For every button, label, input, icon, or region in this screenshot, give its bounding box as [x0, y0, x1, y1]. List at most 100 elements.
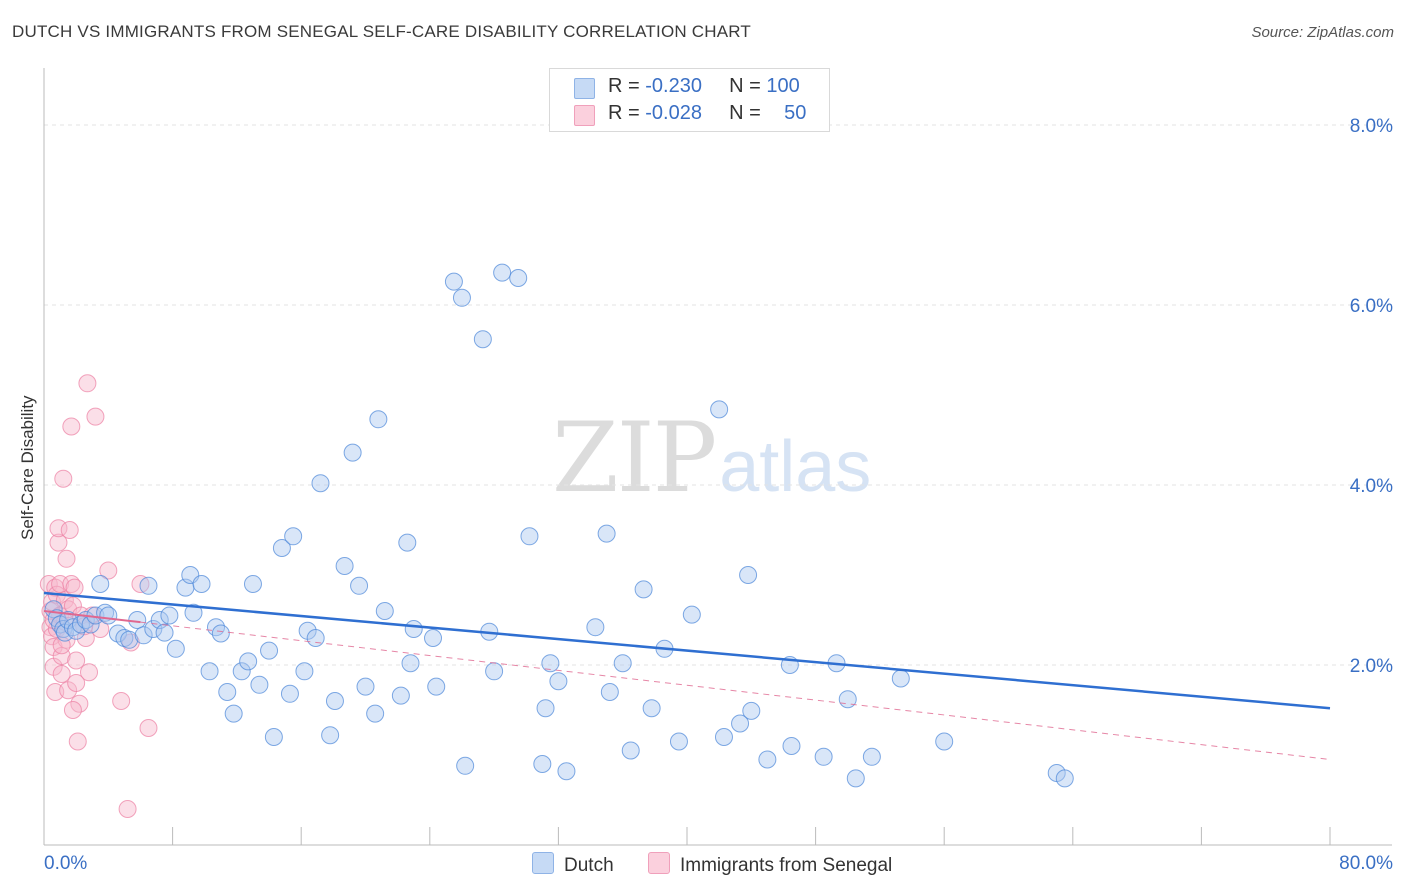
legend-r-value-dutch: -0.230 — [645, 75, 702, 97]
y-tick-label: 6.0% — [1350, 296, 1393, 317]
dutch-point — [404, 620, 423, 638]
dutch-point — [260, 641, 279, 660]
dutch-point — [473, 330, 492, 349]
senegal-point — [54, 469, 73, 488]
senegal-point — [57, 549, 76, 568]
bottom-legend-dutch: Dutch — [532, 852, 614, 877]
senegal-point — [68, 732, 87, 751]
dutch-point — [134, 626, 153, 645]
senegal-point — [67, 674, 86, 692]
dutch-point — [758, 750, 777, 769]
dutch-point — [306, 629, 325, 647]
dutch-point — [239, 652, 258, 671]
y-tick-label: 2.0% — [1350, 656, 1393, 677]
dutch-point — [144, 620, 163, 638]
dutch-point — [284, 527, 303, 546]
dutch-point — [250, 675, 269, 694]
senegal-point — [49, 533, 68, 552]
dutch-point — [742, 701, 761, 720]
watermark-atlas: atlas — [719, 427, 872, 507]
dutch-point — [456, 756, 475, 775]
dutch-point — [192, 575, 211, 593]
senegal-point — [52, 647, 71, 665]
legend-r-label: R = — [608, 102, 640, 124]
dutch-point — [838, 690, 857, 709]
senegal-point — [67, 651, 86, 670]
senegal-point — [62, 575, 81, 593]
dutch-point — [398, 533, 417, 552]
senegal-point — [62, 417, 81, 436]
dutch-point — [155, 623, 174, 642]
dutch-point — [536, 699, 555, 718]
legend-r-value-senegal: -0.028 — [645, 102, 702, 124]
dutch-point — [549, 672, 568, 691]
dutch-point — [120, 630, 139, 649]
dutch-point — [321, 726, 340, 745]
chart-title: DUTCH VS IMMIGRANTS FROM SENEGAL SELF-CA… — [12, 22, 752, 41]
dutch-point — [509, 269, 528, 287]
dutch-point — [128, 611, 147, 629]
dutch-point — [710, 400, 729, 419]
bottom-legend-senegal: Immigrants from Senegal — [648, 852, 892, 877]
senegal-trend-extension — [140, 621, 1331, 760]
legend-n-label: N = — [729, 102, 761, 124]
dutch-point — [264, 728, 283, 746]
senegal-point — [65, 578, 84, 597]
dutch-point — [99, 606, 118, 625]
senegal-point — [63, 701, 82, 719]
dutch-point — [211, 624, 230, 643]
dutch-point — [184, 603, 203, 622]
dutch-point — [139, 576, 158, 595]
dutch-point — [369, 410, 388, 429]
dutch-point — [935, 732, 954, 751]
senegal-point — [52, 665, 71, 683]
dutch-point — [232, 662, 251, 681]
dutch-point — [91, 575, 110, 593]
dutch-point — [108, 624, 127, 643]
legend-r-label: R = — [608, 75, 640, 97]
dutch-point — [520, 527, 539, 546]
bottom-legend-swatch-senegal — [648, 852, 670, 874]
dutch-point — [401, 654, 420, 673]
dutch-point — [600, 683, 619, 701]
senegal-trend-line — [43, 610, 141, 624]
dutch-point — [814, 747, 833, 766]
senegal-point — [99, 561, 118, 580]
senegal-point — [139, 719, 158, 737]
dutch-point — [846, 769, 865, 788]
dutch-point — [731, 714, 750, 733]
legend-swatch-dutch — [574, 78, 595, 99]
bottom-legend-swatch-dutch — [532, 852, 554, 874]
watermark-zip: ZIP — [552, 402, 717, 514]
legend-n-value-dutch: 100 — [766, 75, 800, 97]
dutch-point — [375, 602, 394, 620]
senegal-point — [76, 629, 95, 647]
source-label: Source: ZipAtlas.com — [1251, 24, 1394, 41]
dutch-point — [782, 737, 801, 755]
dutch-point — [343, 443, 362, 462]
legend-n-label: N = — [729, 75, 761, 97]
dutch-point — [280, 684, 299, 703]
dutch-point — [613, 654, 632, 673]
legend-n-value-senegal: 50 — [784, 102, 807, 124]
dutch-point — [597, 524, 616, 543]
watermark: ZIPatlas — [552, 402, 871, 514]
senegal-point — [112, 692, 131, 710]
dutch-point — [218, 683, 237, 701]
dutch-point — [533, 755, 552, 773]
dutch-point — [714, 728, 733, 746]
x-tick-label: 80.0% — [1339, 853, 1393, 874]
correlation-legend: R = -0.230 N = 100 R = -0.028 N = 50 — [549, 68, 830, 132]
dutch-point — [325, 692, 344, 710]
senegal-point — [70, 694, 89, 713]
dutch-point — [356, 677, 375, 696]
dutch-point — [160, 606, 179, 625]
y-axis-label: Self-Care Disability — [18, 395, 37, 540]
x-tick-label: 0.0% — [44, 853, 87, 874]
dutch-point — [634, 580, 653, 599]
dutch-point — [391, 686, 410, 705]
dutch-point — [335, 557, 354, 575]
dutch-point — [557, 762, 576, 781]
dutch-point — [311, 474, 330, 493]
